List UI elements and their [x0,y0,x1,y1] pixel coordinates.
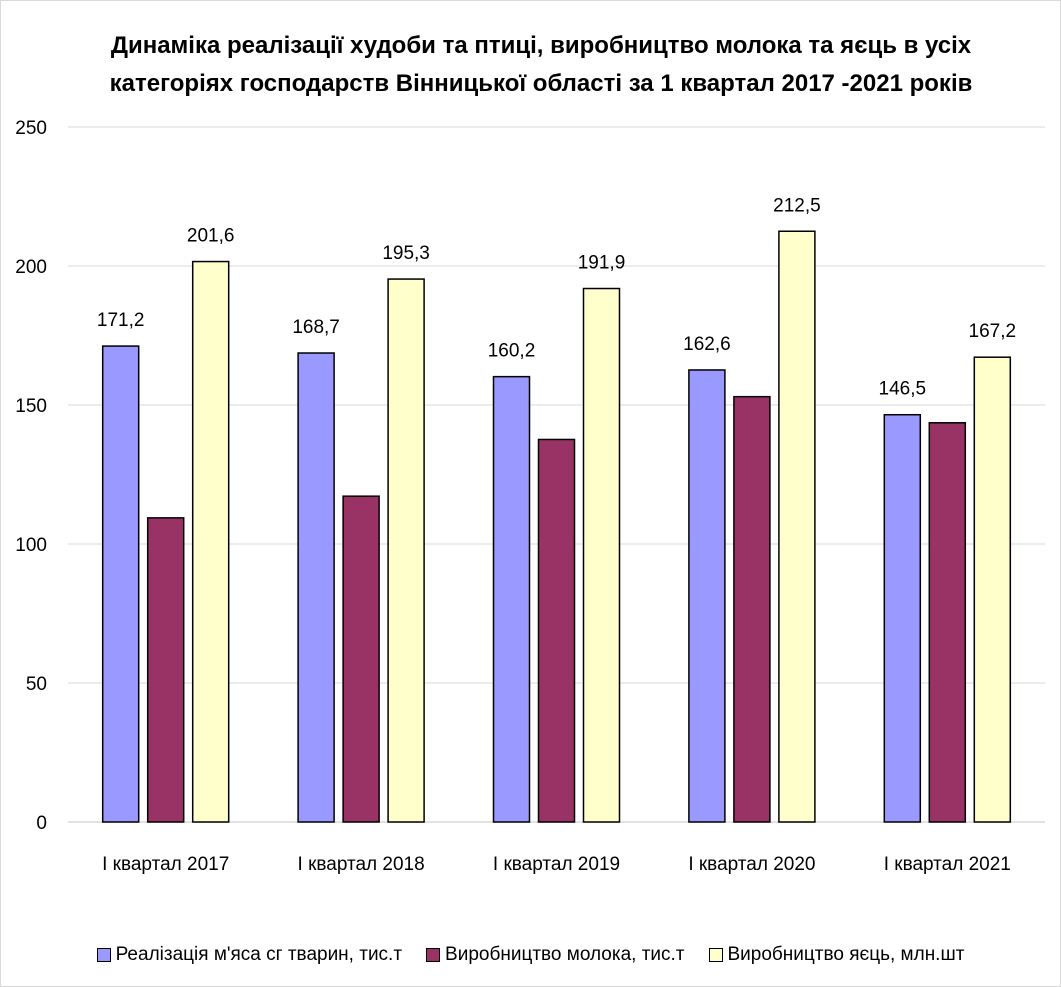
bar [582,287,621,823]
y-tick-label: 250 [15,118,47,139]
y-tick-label: 150 [15,396,47,417]
data-label: 167,2 [969,321,1017,342]
bar [778,230,816,823]
y-tick-label: 50 [26,674,47,695]
legend-label-eggs: Виробництво яєць, млн.шт [727,944,965,965]
y-tick-label: 100 [15,535,47,556]
legend-swatch-meat [96,948,111,962]
y-tick-label: 200 [15,257,47,278]
legend-swatch-eggs [708,948,723,962]
data-label: 212,5 [773,195,821,216]
legend-label-meat: Реалізація м'яса сг тварин, тис.т [115,944,403,965]
bar [688,369,726,823]
bar [387,278,425,823]
x-category-label: І квартал 2018 [298,854,425,875]
data-label: 168,7 [292,317,340,338]
bar [883,413,922,823]
y-tick-label: 0 [36,813,47,834]
x-category-label: І квартал 2019 [493,854,620,875]
data-label: 201,6 [187,226,235,247]
bar [191,260,230,823]
bar [537,438,576,823]
legend-label-milk: Виробництво молока, тис.т [445,944,685,965]
legend: Реалізація м'яса сг тварин, тис.т Виробн… [0,944,1061,966]
bar [342,495,380,823]
legend-item-eggs: Виробництво яєць, млн.шт [708,944,965,966]
bar [492,375,531,823]
chart-title-line-1: Динаміка реалізації худоби та птиці, вир… [110,32,972,59]
chart-title-line-2: категоріях господарств Вінницької област… [109,70,973,97]
x-category-label: І квартал 2020 [688,854,815,875]
data-label: 146,5 [879,379,927,400]
chart-title: Динаміка реалізації худоби та птиці, вир… [41,27,1041,103]
x-category-label: І квартал 2021 [884,854,1011,875]
legend-swatch-milk [426,948,441,962]
data-label: 171,2 [97,310,145,331]
data-label: 160,2 [488,341,536,362]
data-label: 191,9 [578,253,626,274]
bar [928,422,967,823]
bar [973,356,1012,823]
data-label: 162,6 [683,334,731,355]
bar [733,395,771,823]
bar [101,345,140,823]
legend-item-meat: Реалізація м'яса сг тварин, тис.т [96,944,403,966]
x-category-label: І квартал 2017 [102,854,229,875]
bar [146,517,185,823]
bar [297,352,335,823]
legend-item-milk: Виробництво молока, тис.т [426,944,685,966]
data-label: 195,3 [382,243,430,264]
